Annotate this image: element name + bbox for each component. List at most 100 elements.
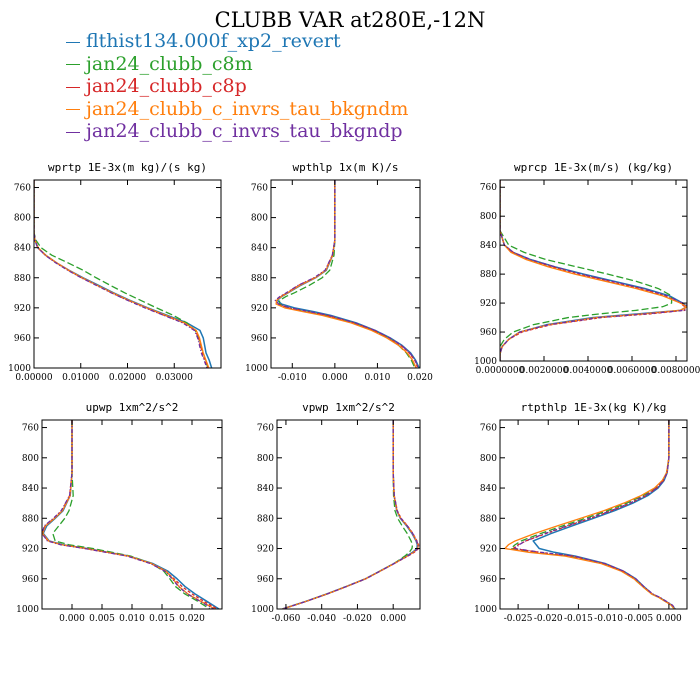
y-tick-label: 840	[22, 484, 39, 494]
series-line-3	[282, 420, 419, 609]
y-tick-label: 840	[480, 241, 497, 251]
series-line-4	[34, 180, 208, 368]
x-tick-label: 0.005	[89, 614, 115, 624]
legend-item-3: jan24_clubb_c_invrs_tau_bkgndm	[66, 98, 408, 121]
x-tick-label: -0.010	[594, 614, 623, 624]
panel-title: wpthlp 1x(m K)/s	[293, 161, 399, 174]
y-tick-label: 920	[251, 304, 268, 314]
x-tick-label: 0.0020000	[520, 366, 569, 376]
series-line-0	[532, 420, 676, 609]
x-tick-label: -0.040	[307, 614, 336, 624]
series-line-4	[42, 420, 214, 609]
y-tick-label: 760	[22, 424, 39, 434]
series-line-1	[500, 180, 673, 361]
series-line-2	[42, 420, 218, 609]
x-tick-label: 0.00000	[15, 373, 52, 383]
y-tick-label: 760	[257, 424, 274, 434]
x-tick-label: -0.020	[534, 614, 563, 624]
series-line-1	[34, 180, 209, 368]
series-line-2	[34, 180, 209, 368]
y-tick-label: 1000	[474, 357, 497, 367]
y-tick-label: 880	[480, 270, 497, 280]
legend-swatch-2	[66, 86, 80, 88]
y-tick-label: 960	[257, 575, 274, 585]
legend-label-3: jan24_clubb_c_invrs_tau_bkgndm	[86, 97, 409, 120]
y-tick-label: 960	[251, 334, 268, 344]
panel-5: rtpthlp 1E-3x(kg K)/kg 760 800 840 880 920 960…	[474, 401, 688, 624]
y-tick-label: 840	[257, 484, 274, 494]
x-tick-label: 0.0060000	[608, 366, 657, 376]
series-line-0	[42, 420, 220, 609]
series-line-0	[34, 180, 213, 368]
series-line-3	[34, 180, 210, 368]
x-tick-label: 0.020	[407, 373, 433, 383]
series-line-2	[275, 180, 419, 368]
y-tick-label: 920	[480, 545, 497, 555]
y-tick-label: 1000	[8, 364, 31, 374]
x-tick-label: 0.000	[322, 373, 348, 383]
y-tick-label: 840	[14, 244, 31, 254]
y-tick-label: 880	[257, 514, 274, 524]
figure-title: CLUBB VAR at280E,-12N	[214, 8, 486, 32]
series-line-4	[274, 180, 419, 368]
x-tick-label: 0.01000	[62, 373, 99, 383]
x-tick-label: 0.015	[149, 614, 175, 624]
x-tick-label: 0.0080000	[652, 366, 700, 376]
x-tick-label: 0.000	[380, 614, 406, 624]
x-tick-label: 0.020	[179, 614, 205, 624]
series-line-1	[278, 180, 416, 368]
x-tick-label: -0.020	[343, 614, 372, 624]
panel-0: wprtp 1E-3x(m kg)/(s kg) 760 800 840 880 920 9…	[8, 161, 222, 383]
y-tick-label: 1000	[251, 605, 274, 615]
x-tick-label: -0.005	[624, 614, 653, 624]
legend: flthist134.000f_xp2_revert jan24_clubb_c…	[66, 30, 408, 143]
y-tick-label: 1000	[474, 605, 497, 615]
y-tick-label: 760	[251, 184, 268, 194]
series-line-3	[42, 420, 216, 609]
legend-item-2: jan24_clubb_c8p	[66, 75, 408, 98]
panel-2: wprcp 1E-3x(m/s) (kg/kg) 760 800 840 880 920 9…	[474, 161, 700, 376]
panel-1: wpthlp 1x(m K)/s 760 800 840 880 920 960 1000 -0…	[245, 161, 433, 383]
legend-swatch-4	[66, 131, 80, 133]
y-tick-label: 800	[480, 212, 497, 222]
x-tick-label: 0.010	[365, 373, 391, 383]
series-line-3	[504, 420, 675, 609]
y-tick-label: 840	[251, 244, 268, 254]
y-tick-label: 920	[480, 299, 497, 309]
panel-title: upwp 1xm^2/s^2	[86, 401, 179, 414]
panel-title: rtpthlp 1E-3x(kg K)/kg	[521, 401, 667, 414]
series-line-0	[282, 420, 419, 609]
panel-3: upwp 1xm^2/s^2 760 800 840 880 920 960 1000 0.00…	[16, 401, 223, 624]
y-tick-label: 920	[14, 304, 31, 314]
plot-frame	[499, 419, 688, 610]
x-tick-label: -0.025	[504, 614, 533, 624]
y-tick-label: 960	[22, 575, 39, 585]
x-tick-label: 0.02000	[109, 373, 146, 383]
y-tick-label: 760	[480, 424, 497, 434]
plot-frame	[33, 179, 222, 369]
x-tick-label: 0.0000000	[476, 366, 525, 376]
plot-frame	[276, 419, 421, 610]
y-tick-label: 760	[14, 184, 31, 194]
legend-item-0: flthist134.000f_xp2_revert	[66, 30, 408, 53]
y-tick-label: 840	[480, 484, 497, 494]
series-line-4	[500, 180, 687, 361]
y-tick-label: 880	[14, 274, 31, 284]
series-line-1	[52, 420, 211, 609]
plot-frame	[41, 419, 223, 610]
panel-title: vpwp 1xm^2/s^2	[302, 401, 395, 414]
panel-title: wprcp 1E-3x(m/s) (kg/kg)	[514, 161, 673, 174]
y-tick-label: 960	[14, 334, 31, 344]
legend-swatch-1	[66, 64, 80, 65]
y-tick-label: 960	[480, 575, 497, 585]
x-tick-label: 0.0040000	[564, 366, 613, 376]
x-tick-label: -0.015	[564, 614, 593, 624]
series-line-4	[514, 420, 677, 609]
legend-label-0: flthist134.000f_xp2_revert	[86, 30, 341, 52]
legend-label-2: jan24_clubb_c8p	[86, 75, 247, 97]
plot-frame	[270, 179, 421, 369]
y-tick-label: 880	[22, 514, 39, 524]
series-line-0	[276, 180, 420, 368]
y-tick-label: 800	[480, 454, 497, 464]
y-tick-label: 800	[22, 454, 39, 464]
